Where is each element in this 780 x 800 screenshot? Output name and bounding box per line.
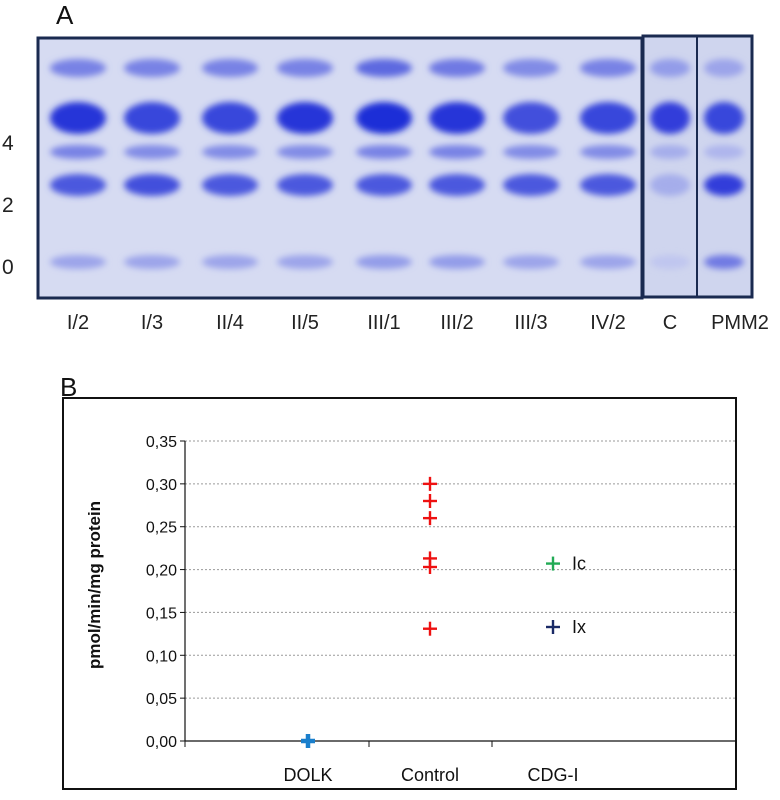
- chart-frame: [62, 397, 737, 790]
- gel-side-lane-2-band-2: [704, 102, 744, 134]
- lane-label-8: IV/2: [590, 312, 626, 334]
- gel-side-background-pmm2: [698, 37, 751, 297]
- data-point: [423, 511, 437, 526]
- gel-main-lane-7-band-2: [503, 102, 559, 134]
- gel-main-lane-1-band-3: [50, 145, 106, 159]
- panel-b-letter: B: [60, 372, 78, 402]
- y-tick-label: 0,00: [146, 734, 177, 751]
- chart-points: Ic Ix: [301, 476, 586, 748]
- y-tick-label: 0,30: [146, 477, 177, 494]
- activity-chart: 0,00 0,05 0,10 0,15 0,20 0,25 0,30 0,35 DOLK Con…: [62, 397, 737, 790]
- gel-main-lane-4-band-3: [277, 145, 333, 159]
- lane-label-1: I/2: [66, 312, 90, 334]
- gel-main-lane-8-band-5: [580, 255, 636, 269]
- chart-y-ticks: 0,00 0,05 0,10 0,15 0,20 0,25 0,30 0,35: [146, 434, 185, 751]
- y-tick-label: 0,20: [146, 563, 177, 580]
- gel-main-lane-5-band-5: [356, 255, 412, 269]
- gel-main-lane-1-band-1: [50, 59, 106, 77]
- y-tick-label: 0,05: [146, 691, 177, 708]
- y-tick-label: 0,10: [146, 648, 177, 665]
- data-point: [423, 621, 437, 636]
- gel-main-lane-6-band-1: [429, 59, 485, 77]
- gel-main-lane-3-band-2: [202, 102, 258, 134]
- gel-main-lane-1-band-2: [50, 102, 106, 134]
- gel-side-lane-1-band-4: [650, 174, 690, 196]
- y-tick-label: 0,35: [146, 434, 177, 451]
- x-category-label: DOLK: [283, 765, 332, 785]
- gel-main-lane-5-band-2: [356, 102, 412, 134]
- gel-main-bands: [50, 59, 636, 269]
- gel-main-lane-6-band-3: [429, 145, 485, 159]
- gel-main-lane-8-band-1: [580, 59, 636, 77]
- gel-main-lane-3-band-4: [202, 174, 258, 196]
- gel-main-lane-5-band-3: [356, 145, 412, 159]
- gel-main-lane-7-band-3: [503, 145, 559, 159]
- y-tick-label: 0,15: [146, 605, 177, 622]
- data-point: [423, 476, 437, 491]
- gel-main-lane-3-band-5: [202, 255, 258, 269]
- data-point-label: Ic: [572, 554, 586, 574]
- data-point-label: Ix: [572, 617, 586, 637]
- lane-label-c: C: [662, 312, 678, 334]
- gel-main-lane-8-band-3: [580, 145, 636, 159]
- gel-side-lane-2-band-5: [704, 255, 744, 269]
- gel-side-lane-2-band-4: [704, 174, 744, 196]
- chart-x-axis: DOLK Control CDG-I: [184, 441, 737, 785]
- gel-image: [36, 34, 754, 300]
- lane-label-4: II/5: [291, 312, 319, 334]
- lane-label-pmm2: PMM2: [711, 312, 769, 334]
- gel-side-lane-1-band-1: [650, 59, 690, 77]
- lane-label-6: III/2: [440, 312, 474, 334]
- gel-main-lane-4-band-5: [277, 255, 333, 269]
- data-point: [423, 560, 437, 574]
- mw-marker-2: 2: [2, 194, 14, 217]
- lane-label-7: III/3: [514, 312, 548, 334]
- y-axis-label: pmol/min/mg protein: [85, 501, 104, 669]
- gel-main-lane-8-band-2: [580, 102, 636, 134]
- lane-label-5: III/1: [367, 312, 401, 334]
- data-point: Ic: [546, 554, 586, 574]
- gel-main-lane-3-band-1: [202, 59, 258, 77]
- gel-side-lane-2-band-3: [704, 145, 744, 159]
- lane-label-2: I/3: [140, 312, 164, 334]
- gel-main-lane-2-band-1: [124, 59, 180, 77]
- data-point: Ix: [546, 617, 586, 637]
- gel-main-lane-2-band-2: [124, 102, 180, 134]
- gel-main-lane-6-band-2: [429, 102, 485, 134]
- gel-side-lane-1-band-3: [650, 145, 690, 159]
- gel-main-lane-4-band-2: [277, 102, 333, 134]
- gel-side-lane-1-band-5: [650, 255, 690, 269]
- panel-a-letter: A: [56, 0, 74, 30]
- gel-main-lane-7-band-4: [503, 174, 559, 196]
- gel-side-background-c: [644, 37, 697, 297]
- gel-main-lane-4-band-1: [277, 59, 333, 77]
- gel-main-lane-5-band-1: [356, 59, 412, 77]
- gel-main-lane-2-band-3: [124, 145, 180, 159]
- gel-main-lane-7-band-5: [503, 255, 559, 269]
- gel-main-lane-4-band-4: [277, 174, 333, 196]
- data-point: [301, 734, 315, 748]
- gel-main-lane-2-band-5: [124, 255, 180, 269]
- data-point: [423, 494, 437, 508]
- x-category-label: Control: [401, 765, 459, 785]
- gel-side-bands: [650, 59, 744, 269]
- y-tick-label: 0,25: [146, 520, 177, 537]
- gel-main-lane-2-band-4: [124, 174, 180, 196]
- gel-main-lane-1-band-4: [50, 174, 106, 196]
- x-category-label: CDG-I: [528, 765, 579, 785]
- gel-main-lane-3-band-3: [202, 145, 258, 159]
- mw-marker-4: 4: [2, 132, 14, 155]
- lane-label-3: II/4: [216, 312, 244, 334]
- gel-main-lane-6-band-5: [429, 255, 485, 269]
- gel-side-lane-2-band-1: [704, 59, 744, 77]
- gel-main-lane-6-band-4: [429, 174, 485, 196]
- gel-main-lane-7-band-1: [503, 59, 559, 77]
- gel-main-lane-1-band-5: [50, 255, 106, 269]
- gel-side-lane-1-band-2: [650, 102, 690, 134]
- gel-main-lane-8-band-4: [580, 174, 636, 196]
- gel-main-lane-5-band-4: [356, 174, 412, 196]
- mw-marker-0: 0: [2, 256, 14, 279]
- gel-main-background: [38, 38, 642, 298]
